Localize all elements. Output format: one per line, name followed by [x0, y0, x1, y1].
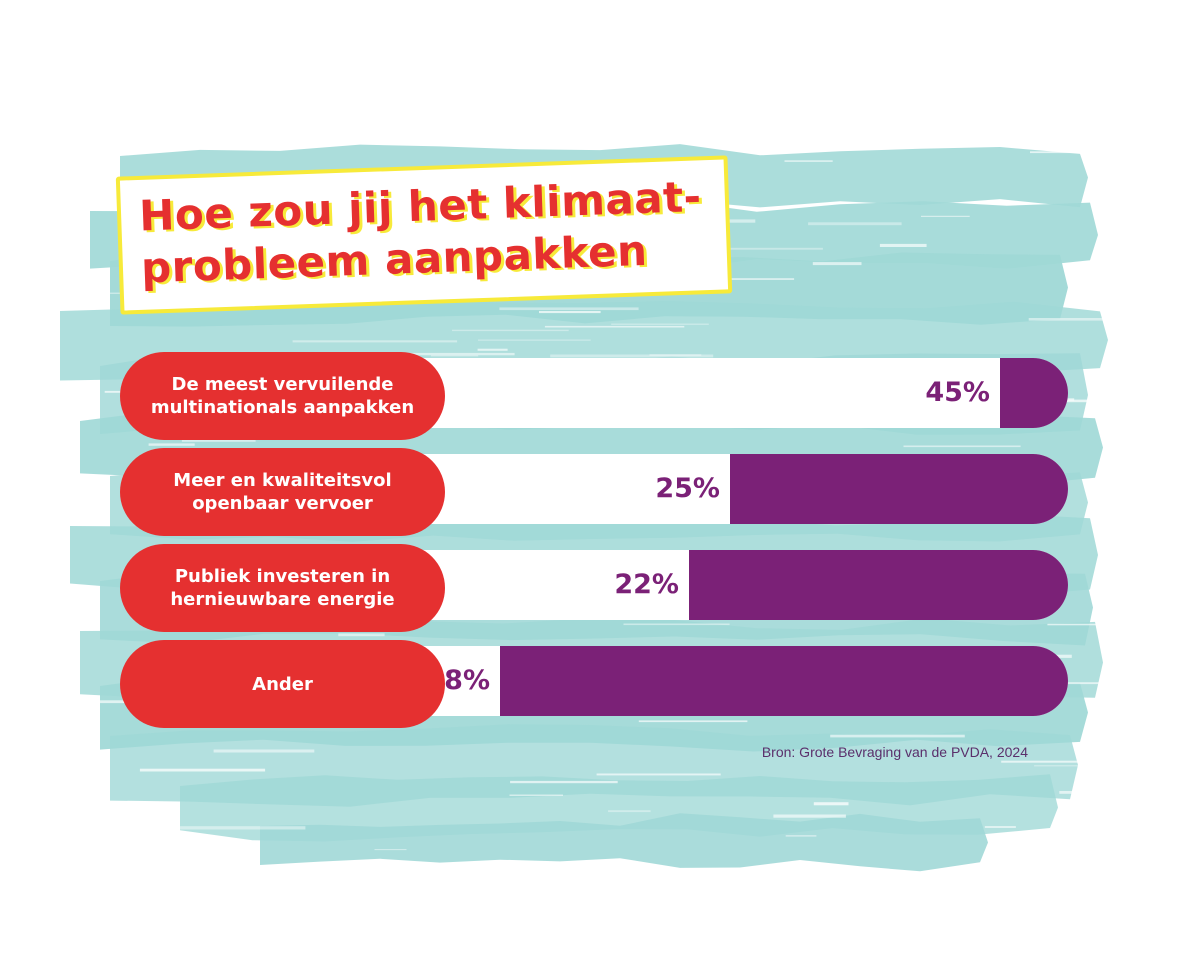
- brush-texture-streak: [1028, 318, 1160, 321]
- brush-texture-streak: [452, 329, 569, 332]
- brush-texture-streak: [921, 215, 970, 217]
- brush-texture-streak: [477, 348, 508, 351]
- brush-texture-streak: [292, 340, 458, 343]
- brush-texture-streak: [181, 438, 256, 442]
- brush-texture-streak: [773, 814, 846, 818]
- brush-texture-streak: [785, 835, 817, 837]
- brush-texture-streak: [638, 720, 748, 723]
- brush-texture-streak: [1034, 765, 1125, 767]
- bar-row: 8% Ander: [120, 640, 1068, 730]
- bar-row: 22% Publiek investeren in hernieuwbare e…: [120, 544, 1068, 634]
- brush-texture-streak: [509, 794, 563, 796]
- brush-texture-streak: [879, 243, 927, 247]
- brush-texture-streak: [649, 354, 702, 356]
- category-label: De meest vervuilende multinationals aanp…: [120, 352, 445, 440]
- brush-texture-streak: [1024, 399, 1112, 403]
- bar-track: [390, 646, 1068, 716]
- bar: [500, 646, 1068, 716]
- bar-row: 45% De meest vervuilende multinationals …: [120, 352, 1068, 442]
- bar-value-label: 22%: [614, 569, 679, 600]
- brush-texture-streak: [544, 325, 685, 328]
- brush-texture-streak: [430, 355, 479, 357]
- brush-texture-streak: [1047, 623, 1200, 626]
- brush-texture-streak: [139, 768, 266, 772]
- brush-texture-streak: [784, 160, 833, 162]
- brush-texture-streak: [163, 826, 306, 830]
- bar: [730, 454, 1068, 524]
- brush-texture-streak: [608, 810, 651, 813]
- brush-texture-streak: [148, 443, 195, 446]
- brush-texture-streak: [1030, 151, 1105, 154]
- brush-texture-streak: [812, 262, 862, 266]
- brush-texture-streak: [1057, 838, 1125, 840]
- bar-value-label: 25%: [655, 473, 720, 504]
- brush-texture-streak: [539, 311, 601, 314]
- bar-track: [390, 358, 1068, 428]
- brush-texture-streak: [374, 849, 407, 851]
- brush-texture-streak: [623, 623, 730, 626]
- brush-texture-streak: [1064, 682, 1124, 685]
- brush-texture-streak: [338, 633, 385, 637]
- brush-texture-streak: [1001, 760, 1147, 763]
- category-label: Publiek investeren in hernieuwbare energ…: [120, 544, 445, 632]
- brush-texture-streak: [550, 354, 714, 358]
- bar-track: [390, 454, 1068, 524]
- bar: [1000, 358, 1068, 428]
- category-label: Ander: [120, 640, 445, 728]
- brush-texture-streak: [903, 445, 1021, 448]
- brush-texture-streak: [596, 773, 721, 776]
- brush-texture-streak: [808, 222, 902, 226]
- category-label: Meer en kwaliteitsvol openbaar vervoer: [120, 448, 445, 536]
- bar-track: [390, 550, 1068, 620]
- brush-texture-streak: [830, 734, 965, 738]
- brush-texture-streak: [510, 780, 618, 784]
- brush-texture-streak: [813, 802, 849, 806]
- brush-stroke: [260, 813, 988, 872]
- brush-texture-streak: [213, 749, 315, 753]
- brush-texture-streak: [83, 834, 201, 837]
- source-note: Bron: Grote Bevraging van de PVDA, 2024: [761, 744, 1028, 760]
- brush-texture-streak: [397, 352, 515, 356]
- brush-texture-streak: [1059, 791, 1106, 794]
- brush-texture-streak: [499, 307, 639, 311]
- brush-texture-streak: [687, 247, 823, 250]
- bar-value-label: 8%: [444, 665, 490, 696]
- bar-row: 25% Meer en kwaliteitsvol openbaar vervo…: [120, 448, 1068, 538]
- brush-texture-streak: [611, 323, 709, 325]
- brush-texture-streak: [478, 339, 591, 341]
- brush-texture-streak: [984, 826, 1016, 828]
- bar: [689, 550, 1068, 620]
- chart-title: Hoe zou jij het klimaat- probleem aanpak…: [138, 170, 741, 295]
- bar-value-label: 45%: [925, 377, 990, 408]
